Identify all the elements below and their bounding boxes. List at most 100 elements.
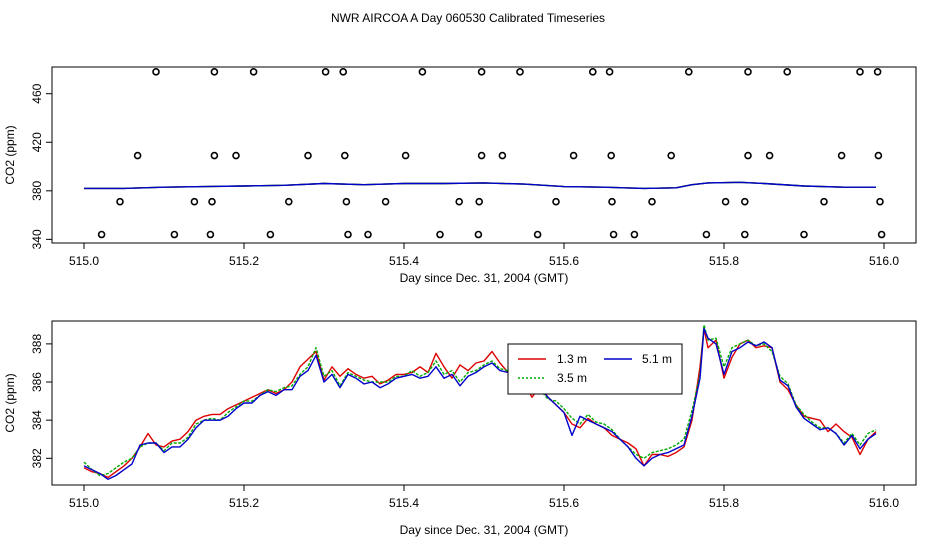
bottom-x-tick-label: 515.6	[549, 496, 579, 510]
top-data-point	[208, 197, 216, 206]
bottom-panel: 515.0 515.2 515.4 515.6 515.8 516.0 382 384 386…	[3, 320, 917, 537]
bottom-y-axis: 382 384 386 388	[30, 334, 52, 468]
top-data-point	[133, 151, 142, 160]
top-data-point	[648, 197, 656, 206]
top-data-point	[381, 197, 390, 206]
top-data-point	[874, 151, 883, 160]
legend-label-3-5m: 3.5 m	[557, 371, 587, 385]
top-data-point	[516, 68, 524, 76]
top-x-tick-label: 516.0	[869, 254, 899, 268]
legend-label-1-3m: 1.3 m	[557, 352, 587, 366]
bottom-x-tick-label: 515.8	[709, 496, 739, 510]
top-data-point	[342, 197, 351, 206]
bottom-y-tick-label: 384	[30, 410, 44, 430]
top-data-point	[344, 230, 352, 239]
top-data-point	[837, 151, 846, 160]
top-data-point	[304, 151, 312, 160]
top-x-tick-label: 515.6	[549, 254, 579, 268]
top-data-point	[284, 197, 293, 206]
legend: 1.3 m 3.5 m 5.1 m	[507, 343, 683, 395]
top-data-point	[206, 230, 215, 239]
top-x-tick-label: 515.4	[389, 254, 419, 268]
top-data-point	[783, 68, 792, 76]
top-data-point	[339, 68, 348, 76]
bottom-plot-area	[83, 324, 877, 480]
top-data-point	[266, 230, 275, 239]
bottom-x-axis-label: Day since Dec. 31, 2004 (GMT)	[400, 523, 569, 537]
top-data-point	[552, 197, 560, 206]
top-data-point	[498, 151, 507, 160]
top-data-point	[533, 230, 542, 239]
top-data-point	[477, 68, 486, 76]
top-data-point	[340, 151, 349, 160]
top-data-point	[740, 197, 749, 206]
top-data-point	[877, 230, 886, 239]
top-data-point	[873, 68, 882, 76]
top-y-tick-label: 460	[30, 83, 44, 103]
top-data-point	[740, 230, 749, 239]
bottom-x-tick-label: 516.0	[869, 496, 899, 510]
top-data-point	[702, 230, 711, 239]
top-data-point	[436, 230, 444, 239]
top-data-point	[684, 68, 693, 76]
top-data-point	[455, 197, 464, 206]
top-series-5-1-mline	[84, 181, 876, 190]
top-data-point	[210, 68, 219, 76]
top-x-axis-label: Day since Dec. 31, 2004 (GMT)	[400, 271, 569, 285]
legend-box	[507, 343, 683, 395]
top-data-point	[609, 230, 618, 239]
top-y-tick-label: 340	[30, 229, 44, 249]
top-data-point	[418, 68, 427, 76]
bottom-series-5-1-mline	[83, 327, 877, 480]
top-data-point	[721, 197, 730, 206]
top-data-point	[97, 230, 106, 239]
top-panel: 515.0 515.2 515.4 515.6 515.8 516.0 340 380 420…	[3, 66, 917, 285]
top-data-point	[800, 230, 808, 239]
top-x-axis: 515.0 515.2 515.4 515.6 515.8 516.0	[69, 243, 899, 268]
top-x-tick-label: 515.0	[69, 254, 99, 268]
top-data-point	[569, 151, 578, 160]
top-data-point	[667, 151, 676, 160]
top-data-point	[608, 197, 616, 206]
top-data-point	[249, 68, 258, 76]
top-data-point	[630, 230, 639, 239]
bottom-y-axis-label: CO2 (ppm)	[3, 373, 17, 432]
top-data-point	[820, 197, 828, 206]
top-data-point	[474, 230, 483, 239]
bottom-y-tick-label: 382	[30, 448, 44, 468]
top-data-point	[744, 68, 752, 76]
top-y-axis-label: CO2 (ppm)	[3, 125, 17, 184]
bottom-x-axis: 515.0 515.2 515.4 515.6 515.8 516.0	[69, 485, 899, 510]
top-data-point	[116, 197, 124, 206]
top-data-point	[765, 151, 774, 160]
top-data-point	[588, 68, 597, 76]
figure-title: NWR AIRCOA A Day 060530 Calibrated Times…	[331, 11, 605, 25]
top-x-tick-label: 515.2	[229, 254, 259, 268]
top-data-point	[232, 151, 240, 160]
top-data-point	[856, 68, 864, 76]
top-data-point	[152, 68, 160, 76]
top-data-point	[210, 151, 219, 160]
bottom-x-tick-label: 515.2	[229, 496, 259, 510]
top-data-point	[401, 151, 410, 160]
top-y-tick-label: 380	[30, 180, 44, 200]
bottom-x-tick-label: 515.0	[69, 496, 99, 510]
bottom-plot-frame	[51, 320, 917, 486]
bottom-y-tick-label: 388	[30, 334, 44, 354]
top-y-axis: 340 380 420 460	[30, 83, 52, 249]
top-data-point	[607, 151, 616, 160]
top-y-tick-label: 420	[30, 132, 44, 152]
top-data-point	[876, 197, 884, 206]
bottom-series-1-3-mline	[83, 327, 877, 479]
top-plot-area	[84, 68, 886, 239]
top-data-point	[321, 68, 330, 76]
top-data-point	[364, 230, 372, 239]
top-data-point	[605, 68, 614, 76]
top-data-point	[475, 197, 484, 206]
bottom-y-tick-label: 386	[30, 372, 44, 392]
top-plot-frame	[51, 66, 917, 244]
top-data-point	[190, 197, 199, 206]
top-data-point	[744, 151, 752, 160]
legend-label-5-1m: 5.1 m	[642, 352, 672, 366]
